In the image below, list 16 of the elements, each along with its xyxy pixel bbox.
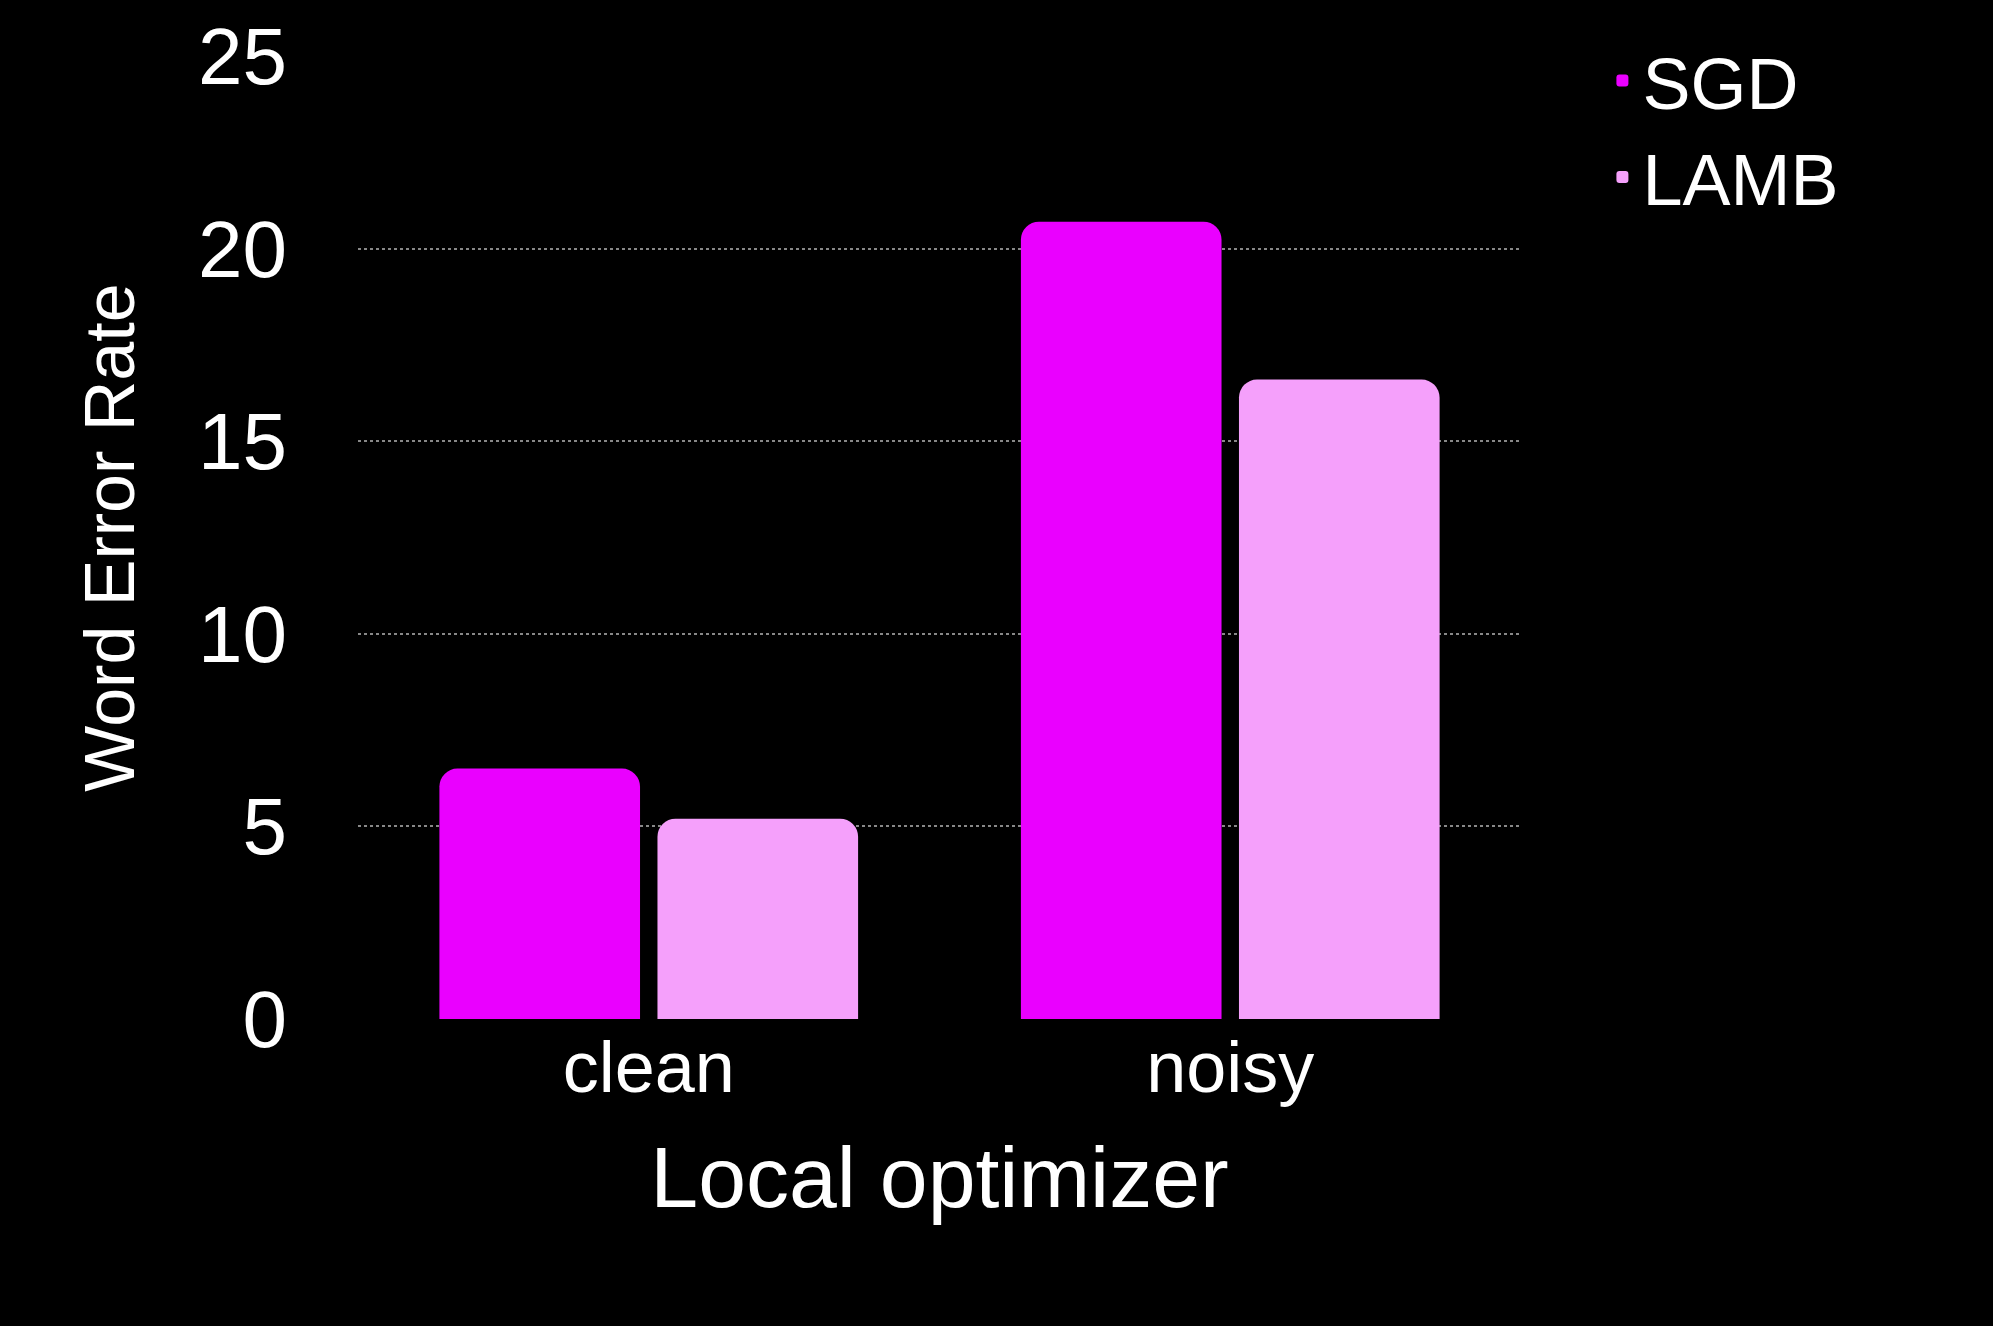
bar [1020,221,1222,1019]
x-tick-label: noisy [1146,1027,1315,1107]
y-tick-label: 10 [198,589,287,679]
y-tick-label: 15 [198,397,287,487]
y-axis-title: Word Error Rate [71,283,150,792]
y-tick-label: 20 [198,204,287,294]
legend-label: LAMB [1642,140,1839,221]
y-tick-label: 5 [242,782,287,872]
x-tick-label: clean [562,1027,735,1107]
bar [439,768,641,1019]
y-tick-label: 25 [198,12,287,101]
bar [1238,379,1440,1019]
legend-label: SGD [1642,43,1799,124]
bar [657,818,859,1019]
y-tick-label: 0 [242,975,287,1064]
x-axis-title: Local optimizer [650,1128,1229,1225]
